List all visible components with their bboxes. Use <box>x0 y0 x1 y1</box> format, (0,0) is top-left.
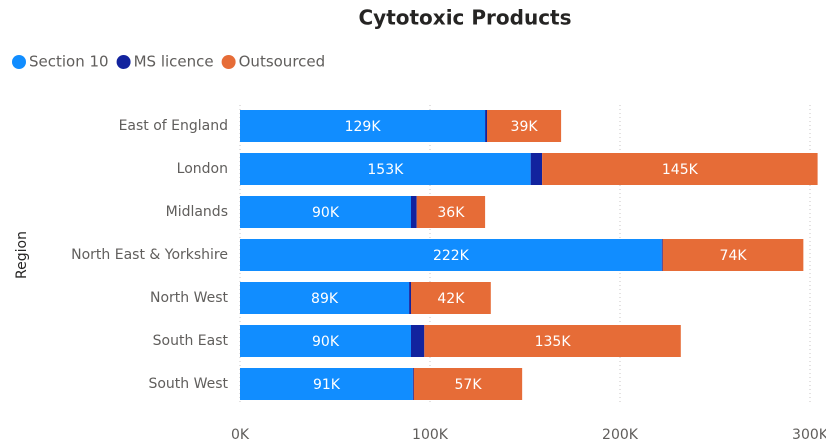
bar-segment <box>240 110 486 142</box>
data-label: 135K <box>535 334 572 350</box>
bar-segment <box>240 239 662 271</box>
legend-swatch <box>12 55 26 69</box>
data-label: 222K <box>433 248 470 264</box>
bar-segment <box>485 110 487 142</box>
y-tick-label: East of England <box>119 118 228 134</box>
legend-label: Section 10 <box>29 53 109 71</box>
legend-label: MS licence <box>134 53 214 71</box>
data-label: 145K <box>662 162 699 178</box>
bar-segment <box>487 110 562 142</box>
bar-segment <box>240 153 531 185</box>
legend-swatch <box>116 55 131 69</box>
bar-segment <box>411 325 425 357</box>
y-tick-label: South East <box>153 333 229 349</box>
y-tick-label: North West <box>150 290 229 306</box>
bar-segment <box>530 153 543 185</box>
bar-segment <box>416 196 486 228</box>
bar-segment <box>240 282 410 314</box>
legend-swatch <box>221 55 236 69</box>
data-label: 90K <box>312 334 340 350</box>
y-tick-label: North East & Yorkshire <box>71 247 228 263</box>
bar-segment <box>413 368 523 400</box>
x-tick-label: 100K <box>412 427 449 443</box>
bar-segment <box>240 196 411 228</box>
bar-segment <box>411 196 417 228</box>
x-tick-label: 0K <box>231 427 250 443</box>
data-label: 57K <box>455 377 483 393</box>
bar-segment <box>424 325 681 357</box>
data-label: 89K <box>311 291 339 307</box>
x-tick-label: 300K <box>792 427 826 443</box>
bar-segment <box>542 153 818 185</box>
y-tick-label: Midlands <box>166 204 228 220</box>
data-label: 129K <box>345 119 382 135</box>
y-axis-title: Region <box>14 231 30 279</box>
bar-segment <box>240 325 411 357</box>
bar-segment <box>412 368 414 400</box>
data-label: 39K <box>511 119 539 135</box>
y-tick-label: South West <box>148 376 228 392</box>
x-tick-label: 200K <box>602 427 639 443</box>
bar-segment <box>661 239 663 271</box>
bar-segment <box>662 239 804 271</box>
legend-label: Outsourced <box>239 53 326 71</box>
data-label: 42K <box>437 291 465 307</box>
bar-segment <box>240 368 413 400</box>
chart-title: Cytotoxic Products <box>358 6 571 30</box>
bar-segment <box>411 282 491 314</box>
y-tick-label: London <box>177 161 228 177</box>
data-label: 153K <box>367 162 404 178</box>
data-label: 36K <box>437 205 465 221</box>
data-label: 74K <box>720 248 748 264</box>
data-label: 91K <box>313 377 341 393</box>
bars <box>240 110 818 400</box>
bar-segment <box>409 282 411 314</box>
data-label: 90K <box>312 205 340 221</box>
